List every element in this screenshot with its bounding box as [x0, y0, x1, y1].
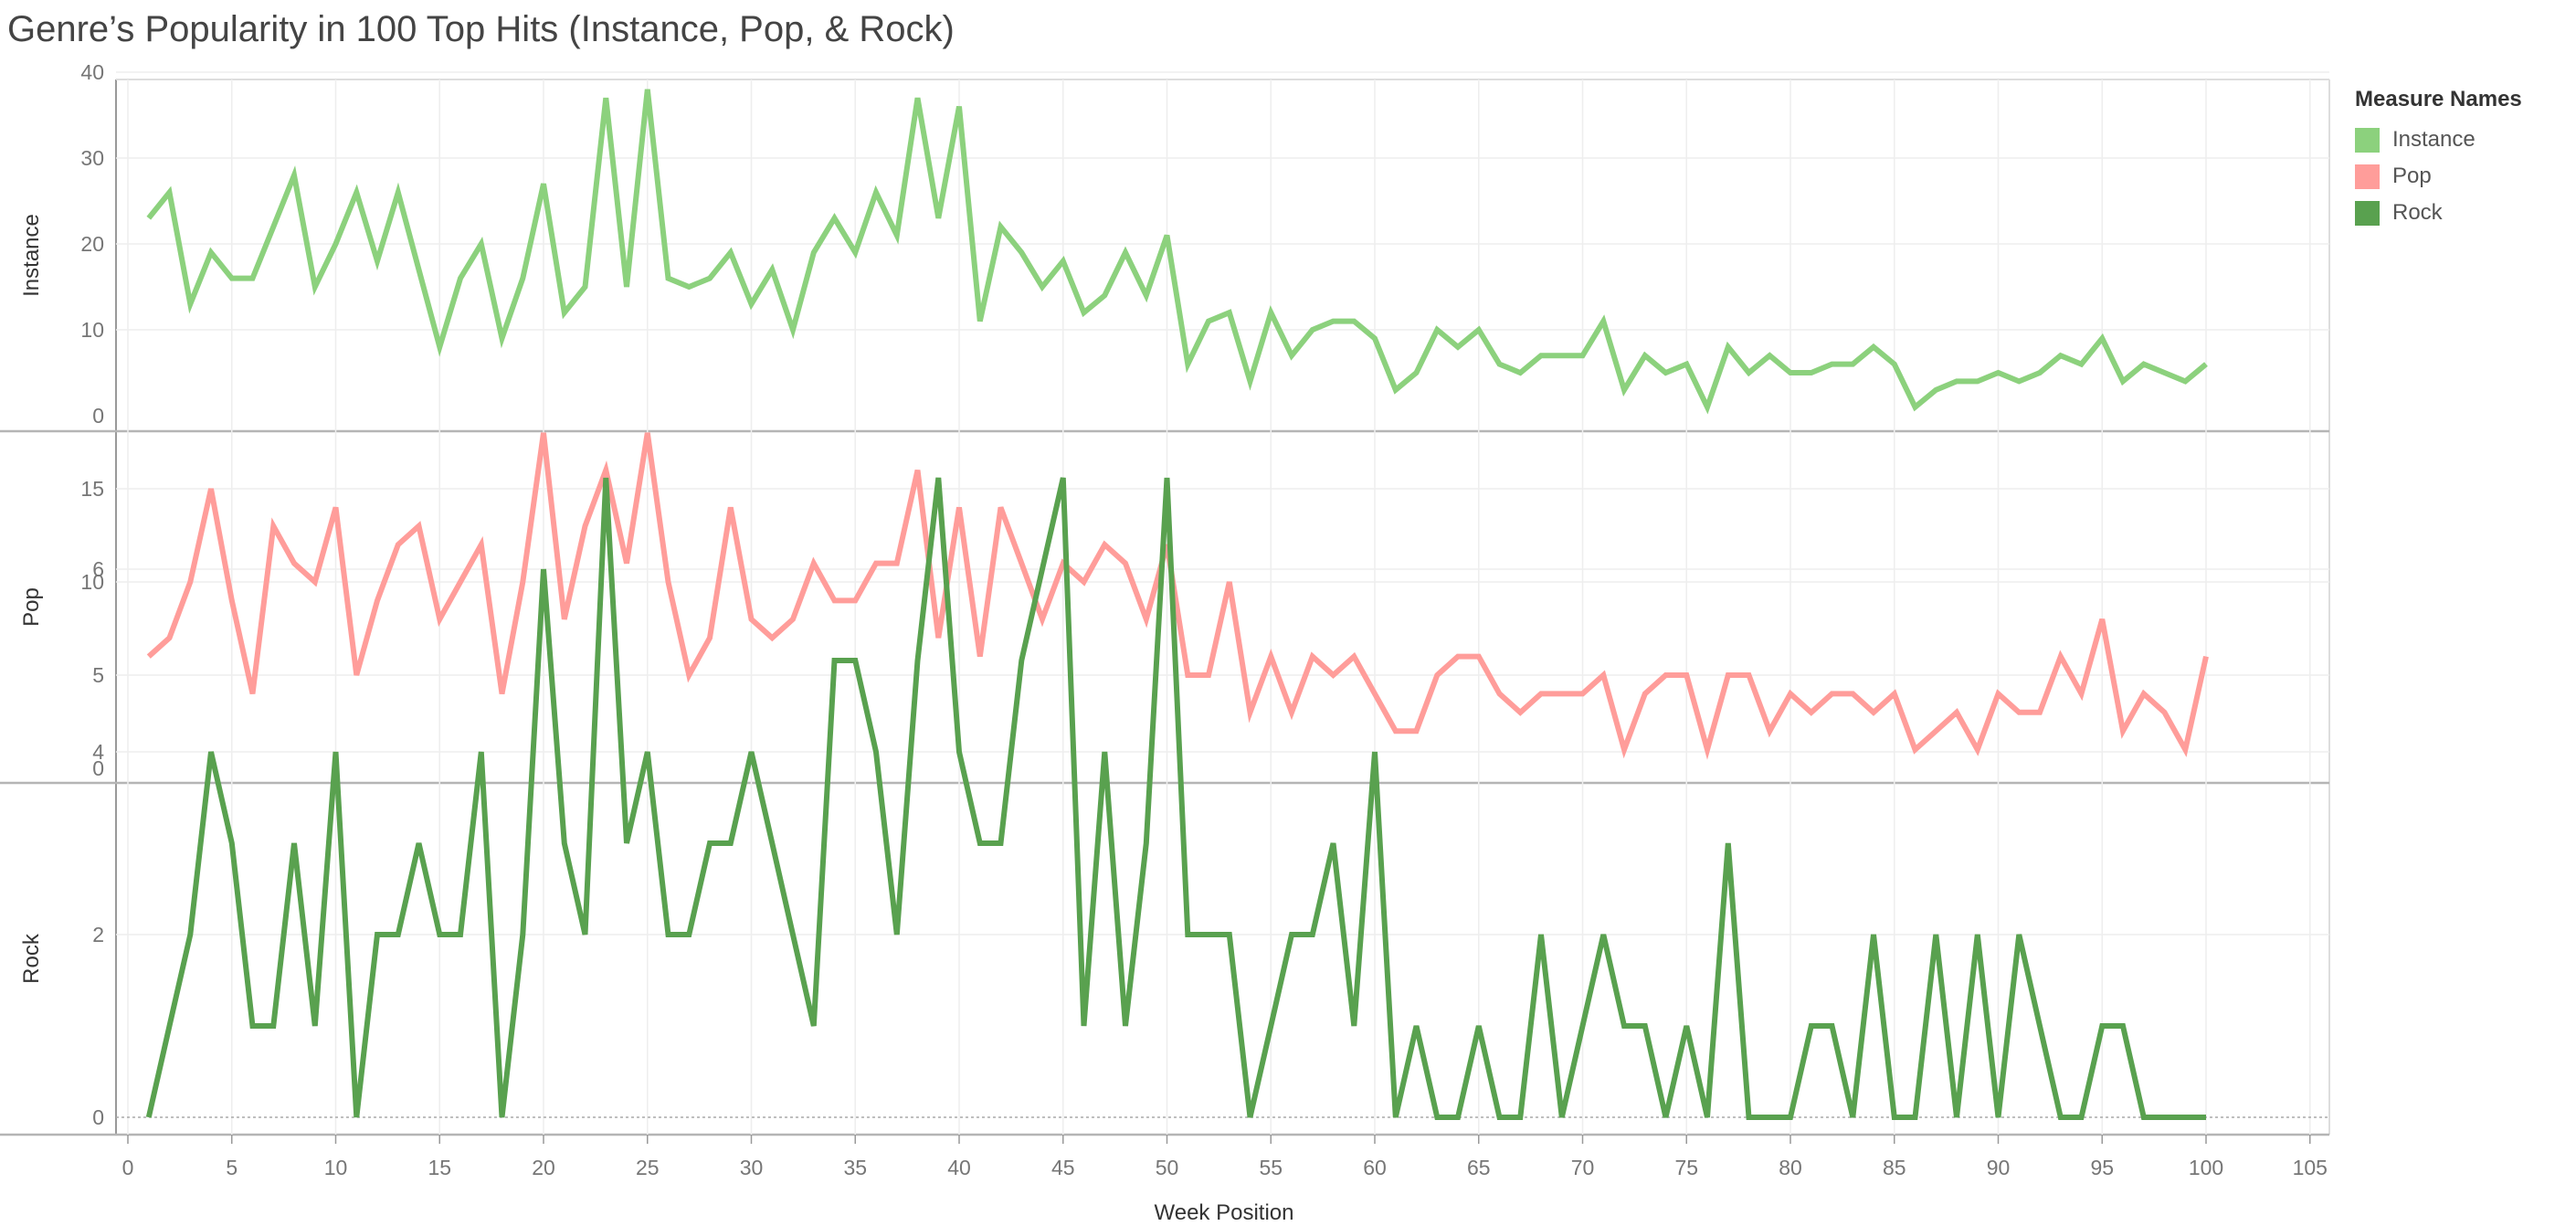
y-tick-label: 0 [92, 404, 104, 428]
x-tick-label: 45 [1051, 1156, 1075, 1179]
x-tick-label: 70 [1571, 1156, 1595, 1179]
x-tick-label: 65 [1467, 1156, 1491, 1179]
x-tick-label: 80 [1779, 1156, 1802, 1179]
y-tick-label: 20 [80, 232, 104, 256]
y-tick-label: 5 [92, 663, 104, 687]
y-axis-title: Instance [19, 214, 44, 297]
y-tick-label: 0 [92, 1105, 104, 1129]
legend-label: Pop [2392, 164, 2432, 188]
chart-title: Genre’s Popularity in 100 Top Hits (Inst… [7, 9, 955, 49]
legend-swatch-instance [2355, 127, 2380, 153]
x-tick-label: 105 [2293, 1156, 2328, 1179]
x-tick-label: 75 [1674, 1156, 1698, 1179]
x-tick-label: 25 [636, 1156, 660, 1179]
y-tick-label: 6 [92, 557, 104, 581]
legend-title: Measure Names [2355, 87, 2522, 111]
legend-swatch-pop [2355, 164, 2380, 189]
series-line-instance [146, 89, 2208, 415]
panel-frames [0, 79, 2330, 1144]
x-tick-label: 10 [324, 1156, 348, 1179]
series-line-rock [145, 477, 2206, 1120]
series-line-pop [146, 432, 2209, 760]
legend-label: Instance [2392, 127, 2476, 152]
x-tick-label: 50 [1156, 1156, 1179, 1179]
y-axis-title: Rock [19, 933, 44, 984]
y-tick-label: 10 [80, 318, 104, 342]
x-tick-label: 100 [2189, 1156, 2223, 1179]
tick-labels: 0 10 20 30 40 Instance 0 5 10 15 Pop 0 2 4 6 Rock 0 5 10 15… [19, 60, 2328, 1179]
y-tick-label: 10 [80, 570, 104, 594]
x-tick-label: 20 [532, 1156, 555, 1179]
x-tick-label: 15 [428, 1156, 451, 1179]
y-tick-label: 2 [92, 923, 104, 946]
y-tick-label: 0 [92, 756, 104, 780]
x-tick-label: 0 [122, 1156, 134, 1179]
x-tick-label: 55 [1259, 1156, 1283, 1179]
x-tick-label: 30 [740, 1156, 764, 1179]
legend-item-rock[interactable]: Rock [2355, 195, 2522, 231]
x-axis-title: Week Position [1155, 1200, 1294, 1225]
x-tick-label: 60 [1363, 1156, 1387, 1179]
legend-swatch-rock [2355, 200, 2380, 226]
legend-label: Rock [2392, 200, 2443, 225]
series-lines [145, 89, 2209, 1120]
y-axis-title: Pop [19, 587, 44, 627]
x-tick-label: 35 [843, 1156, 867, 1179]
x-tick-label: 40 [947, 1156, 971, 1179]
grid-lines [116, 71, 2329, 1135]
y-tick-label: 30 [80, 146, 104, 170]
x-tick-label: 85 [1883, 1156, 1906, 1179]
x-tick-label: 90 [1987, 1156, 2011, 1179]
x-tick-label: 95 [2090, 1156, 2114, 1179]
x-tick-label: 5 [226, 1156, 238, 1179]
y-tick-label: 15 [80, 477, 104, 501]
legend-item-instance[interactable]: Instance [2355, 122, 2522, 158]
y-tick-label: 4 [92, 740, 104, 764]
legend: Measure Names Instance Pop Rock [2355, 87, 2522, 231]
legend-item-pop[interactable]: Pop [2355, 158, 2522, 195]
y-tick-label: 40 [80, 60, 104, 84]
